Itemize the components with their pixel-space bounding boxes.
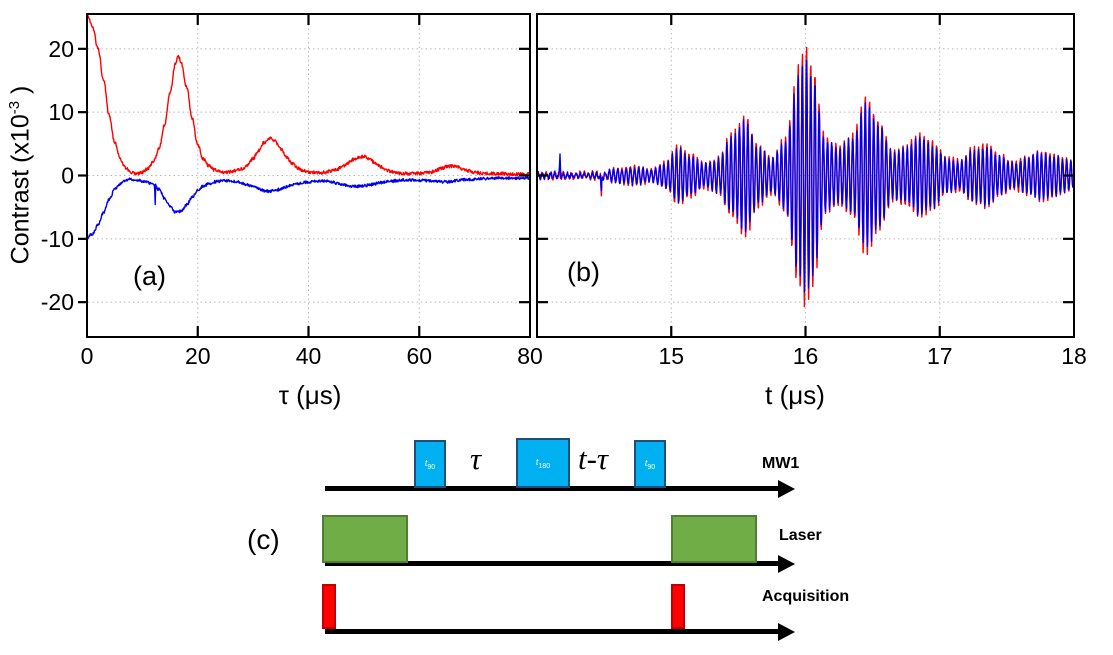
pulse-label: t90 — [644, 457, 656, 471]
mw1-timeline — [325, 486, 778, 491]
panel-a-y-axis-label: Contrast (x10-3 ) — [6, 35, 38, 315]
panel-a-series-red — [86, 14, 531, 177]
panel-panel-a: 0 20 40 60 80 20 10 0 -10 -20 — [41, 13, 543, 369]
pulse-label: t90 — [424, 457, 436, 471]
tau-delay-label: τ — [470, 441, 482, 476]
acquisition-timeline — [325, 629, 778, 634]
panel-a-curves — [86, 14, 531, 240]
ylabel-prefix: Contrast (x10 — [6, 114, 35, 265]
acquisition-pulse-first — [322, 584, 336, 629]
laser-arrowhead-icon — [778, 555, 795, 573]
panel-b-x-axis-label: t (μs) — [765, 380, 825, 410]
mw1-arrowhead-icon — [778, 480, 795, 498]
x-tick-label: 17 — [927, 343, 953, 369]
y-tick-label: 20 — [48, 36, 74, 62]
x-tick-label: 20 — [185, 343, 211, 369]
panel-b-tick-labels: 15 16 17 18 — [658, 343, 1086, 369]
x-tick-label: 15 — [658, 343, 684, 369]
panel-a-tick-labels: 0 20 40 60 80 20 10 0 -10 -20 — [41, 36, 543, 369]
contrast-plots: 0 20 40 60 80 20 10 0 -10 -20 15 16 17 18 — [41, 13, 1087, 369]
laser-pulse-second — [671, 515, 757, 563]
acquisition-arrowhead-icon — [778, 623, 795, 641]
y-tick-label: -20 — [41, 289, 74, 315]
panel-c-letter: (c) — [247, 524, 280, 555]
ylabel-suffix: ) — [6, 85, 35, 101]
ylabel-exponent: -3 — [6, 100, 23, 115]
y-tick-label: -10 — [41, 226, 74, 252]
panel-a-grid — [88, 15, 529, 336]
laser-pulse-first — [322, 515, 408, 563]
panel-b-ticks — [537, 14, 1074, 337]
panel-a-x-axis-label: τ (μs) — [278, 380, 342, 410]
acquisition-row-label: Acquisition — [762, 588, 850, 605]
panel-b-series-blue — [536, 60, 1075, 293]
t-minus-tau-delay-label: t-τ — [578, 441, 609, 476]
panel-panel-b: 15 16 17 18 — [536, 13, 1087, 369]
y-tick-label: 10 — [48, 99, 74, 125]
x-tick-label: 60 — [406, 343, 432, 369]
panel-a-letter: (a) — [133, 261, 166, 291]
mw-pulse-90-second: t90 — [634, 440, 666, 488]
y-tick-label: 0 — [61, 163, 74, 189]
acquisition-pulse-second — [671, 584, 685, 629]
x-tick-label: 0 — [81, 343, 94, 369]
x-tick-label: 16 — [793, 343, 819, 369]
laser-row-label: Laser — [779, 527, 822, 544]
x-tick-label: 80 — [517, 343, 543, 369]
mw-pulse-180: t180 — [516, 438, 570, 488]
x-tick-label: 40 — [296, 343, 322, 369]
mw1-row-label: MW1 — [762, 455, 800, 472]
pulse-label: t180 — [535, 456, 551, 470]
laser-timeline — [325, 561, 778, 566]
panel-b-letter: (b) — [567, 257, 600, 287]
panel-b-curves — [536, 46, 1075, 308]
panel-a-series-blue — [86, 176, 531, 240]
mw-pulse-90-first: t90 — [414, 440, 446, 488]
x-tick-label: 18 — [1061, 343, 1087, 369]
panel-a-ticks — [78, 14, 530, 337]
